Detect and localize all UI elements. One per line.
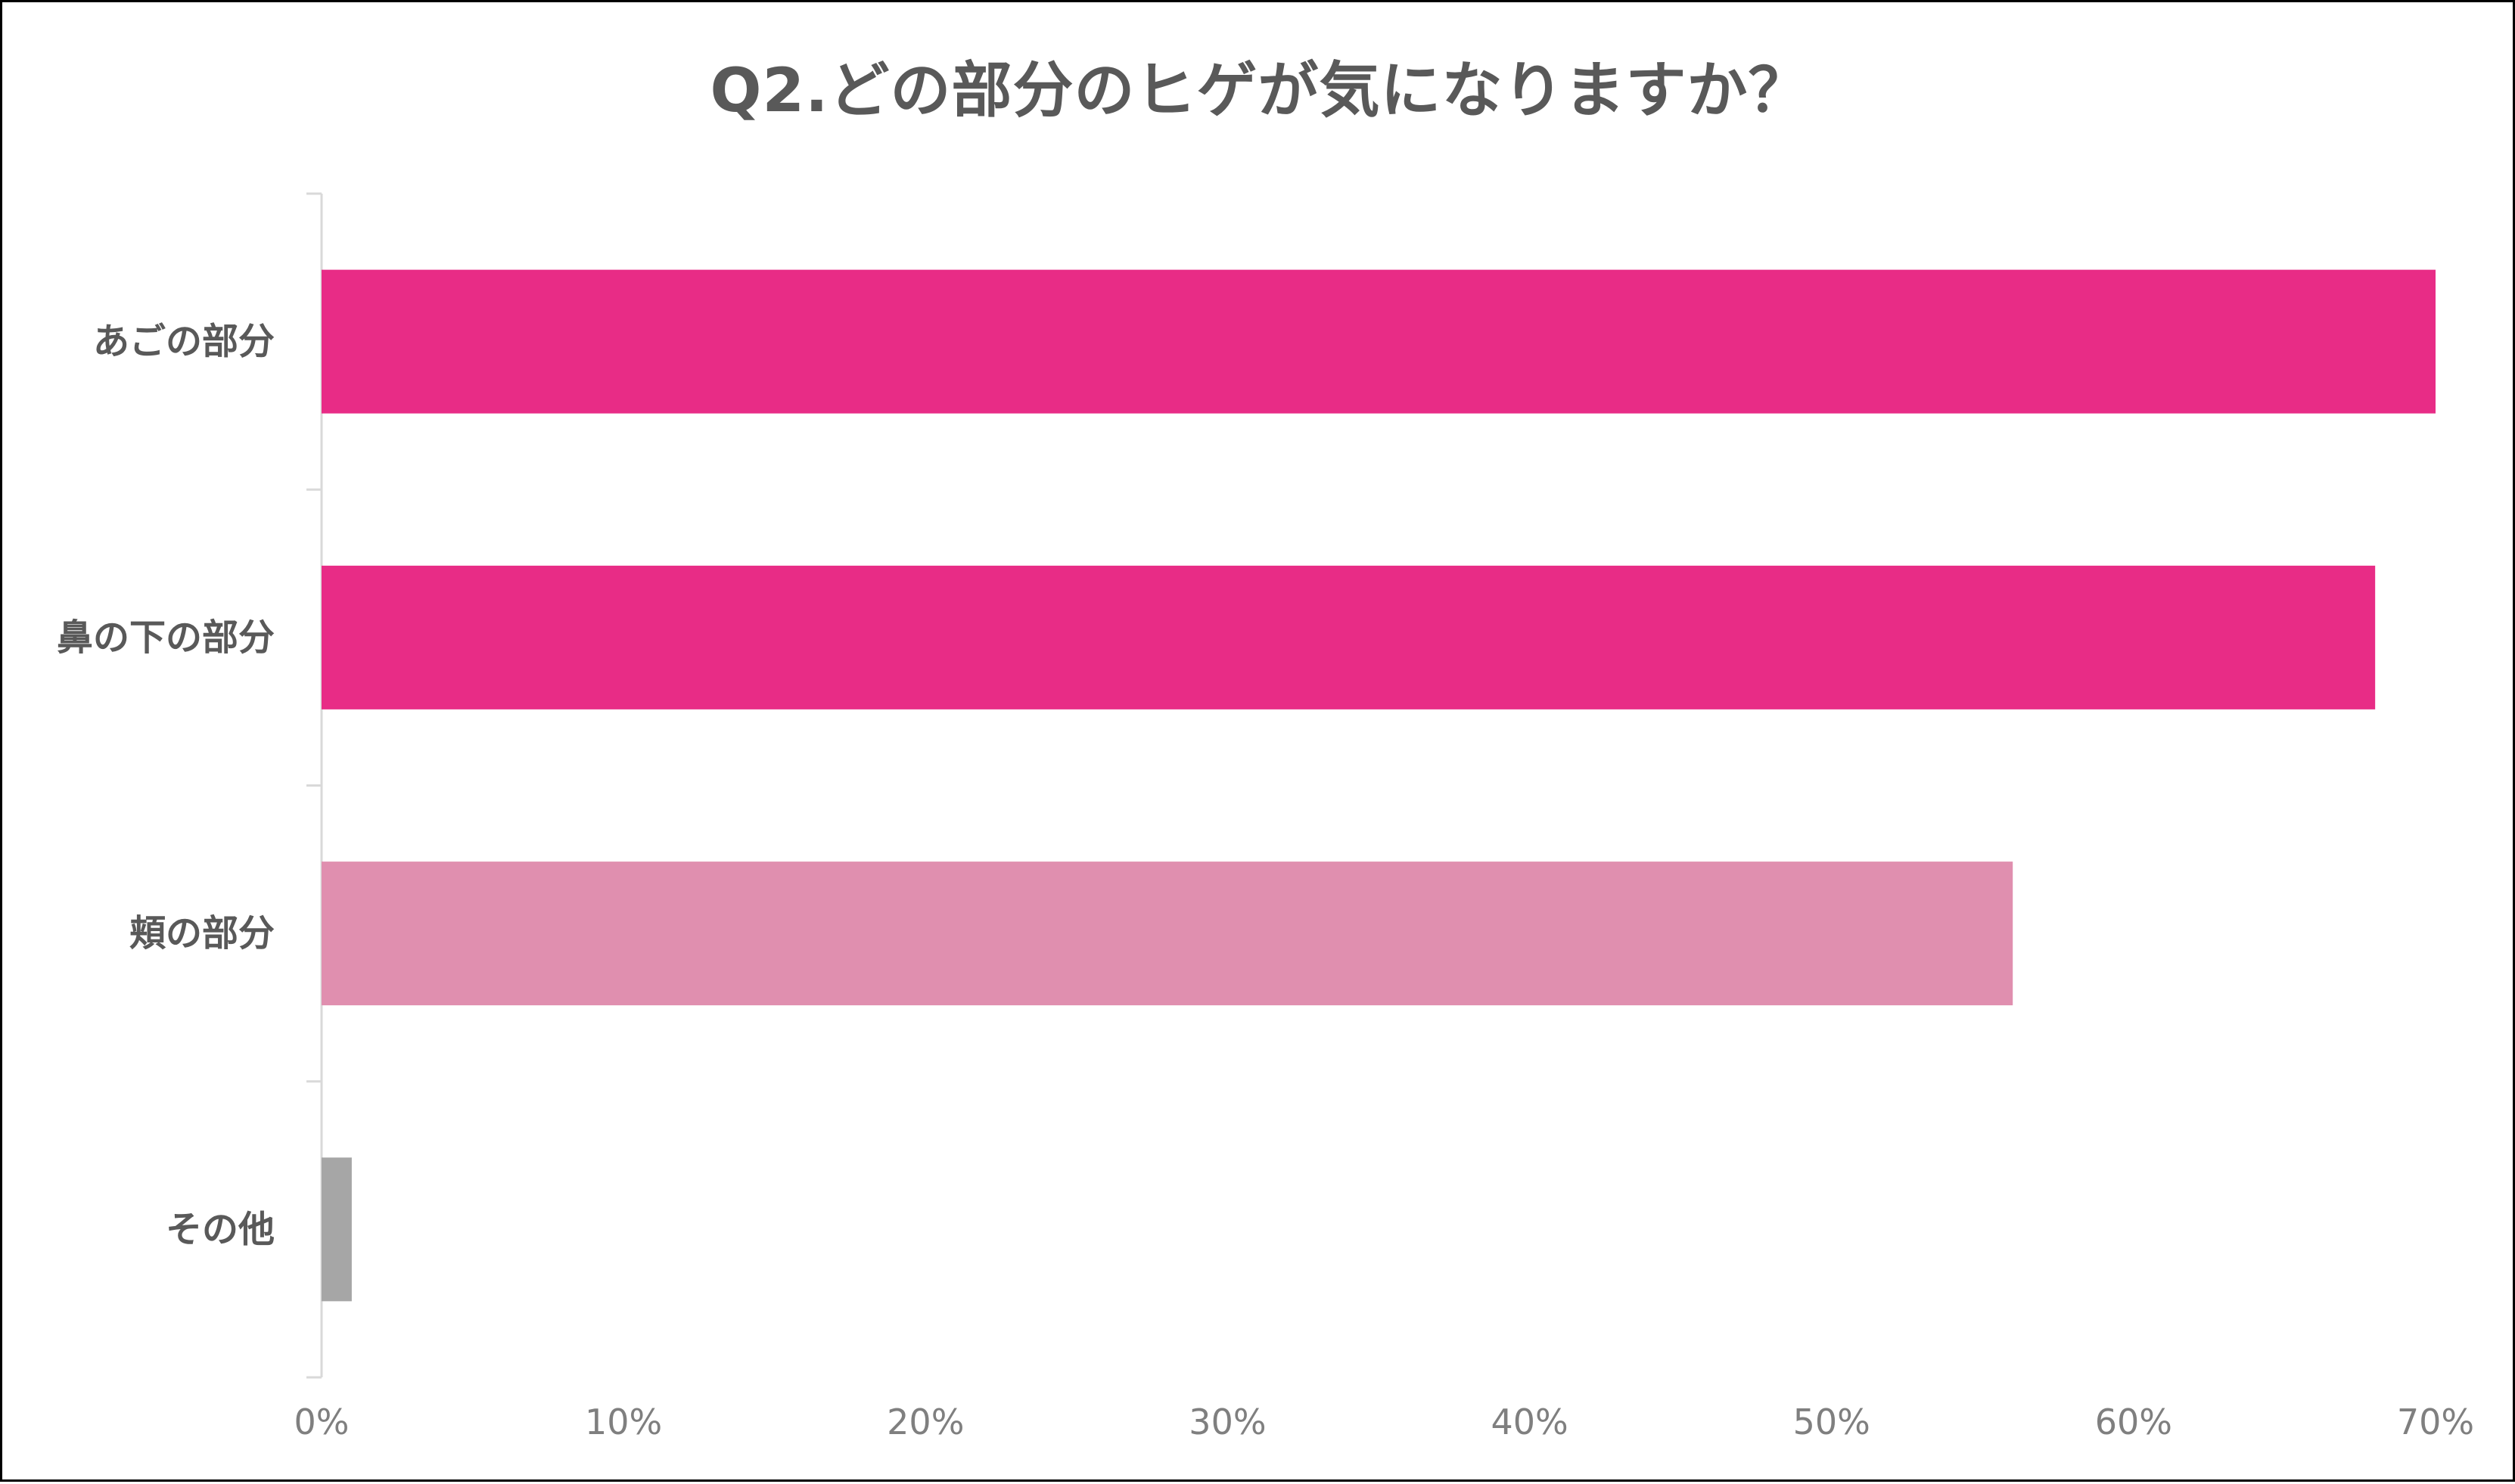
x-tick-label: 20% (887, 1402, 964, 1442)
x-tick-label: 50% (1793, 1402, 1870, 1442)
category-label: 鼻の下の部分 (57, 616, 275, 659)
category-label: あごの部分 (93, 321, 275, 363)
bar-layer (322, 269, 2436, 1302)
bar-1 (322, 269, 2436, 414)
axis-layer (306, 192, 323, 1379)
x-tick-label: 10% (585, 1402, 662, 1442)
bar-3 (322, 862, 2013, 1006)
bar-2 (322, 565, 2376, 709)
x-tick-label: 70% (2397, 1402, 2474, 1442)
chart-title: Q2.どの部分のヒゲが気になりますか？ (710, 55, 1810, 126)
bar-4 (322, 1157, 352, 1302)
x-tick-label: 30% (1189, 1402, 1266, 1442)
x-tick-label: 40% (1491, 1402, 1568, 1442)
x-tick-label: 0% (294, 1402, 350, 1442)
category-label: その他 (166, 1208, 275, 1250)
x-tick-label: 60% (2095, 1402, 2172, 1442)
category-label: 頬の部分 (129, 912, 275, 955)
